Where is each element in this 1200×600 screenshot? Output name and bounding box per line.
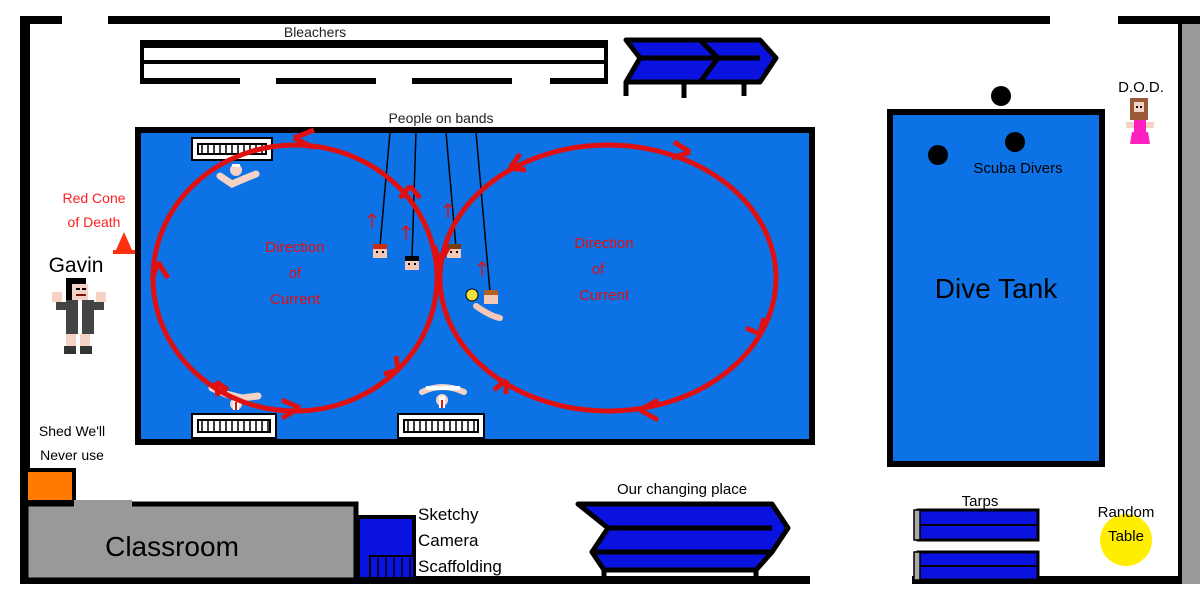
right-gray-wall xyxy=(1182,24,1200,584)
shed-label-line2: Never use xyxy=(40,447,104,463)
banded-swimmer-2 xyxy=(405,256,419,270)
banded-swimmer-4 xyxy=(465,288,503,321)
goal-bottom-middle xyxy=(397,413,485,439)
red-cone-label-line1: Red Cone xyxy=(62,190,125,206)
shed-label-line1: Shed We'll xyxy=(39,423,105,439)
classroom-label: Classroom xyxy=(105,531,239,562)
dod-figure xyxy=(1126,98,1154,144)
shed xyxy=(24,468,76,504)
gavin-figure xyxy=(52,278,106,354)
bleachers xyxy=(140,40,608,84)
dive-tank-label: Dive Tank xyxy=(935,273,1058,304)
current-label-right: Direction of Current xyxy=(574,235,633,304)
current-right-line1: Direction xyxy=(574,235,633,252)
swimmer-bottom-middle xyxy=(419,384,467,408)
current-left-line1: Direction xyxy=(265,239,324,256)
scuba-divers-label: Scuba Divers xyxy=(973,160,1062,177)
random-table-label-line1: Random xyxy=(1098,504,1155,521)
current-right-line2: of xyxy=(592,261,605,278)
dive-tank xyxy=(887,109,1105,467)
current-loop-right xyxy=(437,142,779,414)
scuba-diver-markers xyxy=(928,86,1025,165)
swimmer-top-left xyxy=(216,164,260,188)
changing-place-label: Our changing place xyxy=(617,481,747,498)
banded-swimmer-1 xyxy=(373,244,387,258)
goal-bottom-left xyxy=(191,413,277,439)
camera-label-line1: Sketchy xyxy=(418,505,479,524)
current-left-line2: of xyxy=(289,265,302,282)
tarps-label: Tarps xyxy=(962,493,999,510)
random-table xyxy=(1100,514,1152,566)
bleacher-shelter xyxy=(623,37,779,98)
dod-label: D.O.D. xyxy=(1118,79,1164,96)
current-right-line3: Current xyxy=(579,287,630,304)
camera-scaffolding xyxy=(356,515,416,581)
red-cone-label-line2: of Death xyxy=(68,214,121,230)
camera-label-line2: Camera xyxy=(418,531,479,550)
random-table-label-line2: Table xyxy=(1108,528,1144,545)
red-cone-icon xyxy=(113,232,135,254)
current-loops xyxy=(149,127,779,423)
swim-direction-arrows xyxy=(367,202,487,276)
camera-label-line3: Scaffolding xyxy=(418,557,502,576)
current-left-line3: Current xyxy=(270,291,321,308)
current-label-left: Direction of Current xyxy=(265,239,324,308)
tarp-lower xyxy=(913,550,1040,582)
bleachers-label: Bleachers xyxy=(284,24,346,40)
changing-place xyxy=(575,501,791,580)
banded-swimmer-3 xyxy=(447,244,461,258)
people-on-bands-label: People on bands xyxy=(388,110,493,126)
gavin-label: Gavin xyxy=(49,254,104,277)
tarp-upper xyxy=(913,508,1040,542)
